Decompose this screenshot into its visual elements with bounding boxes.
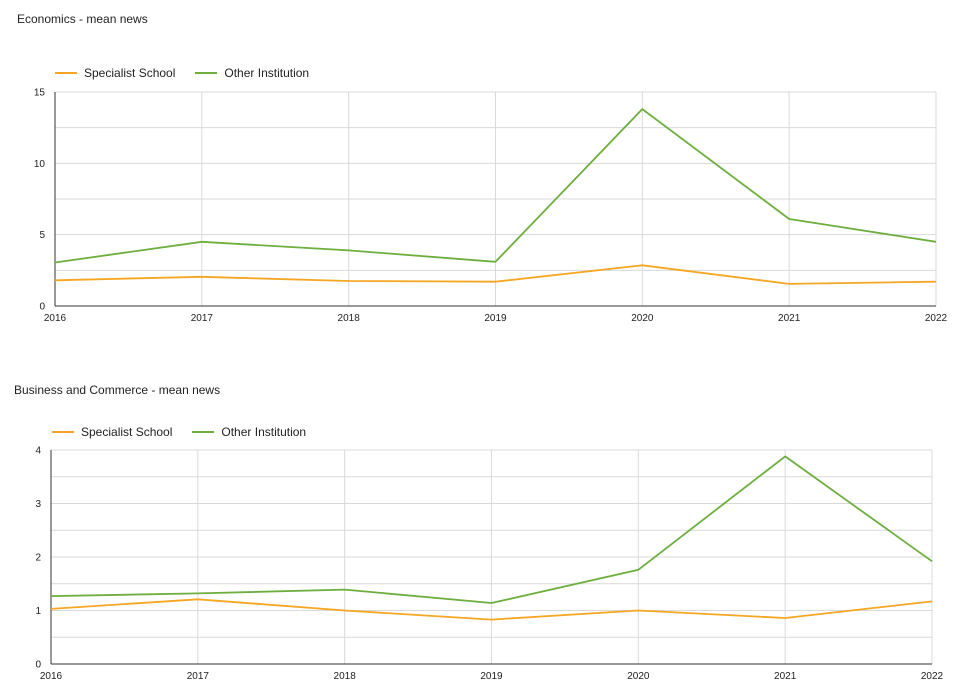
- y-tick-label: 10: [34, 159, 46, 170]
- series-line-other-institution: [50, 455, 933, 604]
- x-tick-label: 2022: [921, 671, 944, 682]
- x-tick-label: 2022: [925, 313, 948, 324]
- legend-label: Other Institution: [224, 66, 310, 80]
- economics-chart: Economics - mean news Specialist School …: [0, 0, 961, 345]
- y-tick-label: 1: [35, 606, 41, 617]
- y-tick-label: 2: [35, 553, 41, 564]
- x-tick-label: 2020: [627, 671, 650, 682]
- economics-plot-area: 0 5 10 15 2016 2017 2018 2019 2020 2021 2022: [34, 88, 948, 325]
- legend-swatch-specialist: [52, 431, 74, 433]
- legend-swatch-specialist: [55, 72, 77, 74]
- chart-title: Economics - mean news: [17, 12, 148, 26]
- x-tick-label: 2021: [774, 671, 797, 682]
- legend-item-specialist-school[interactable]: Specialist School: [52, 425, 172, 439]
- y-tick-label: 3: [35, 499, 41, 510]
- x-tick-label: 2019: [484, 313, 507, 324]
- x-tick-label: 2020: [631, 313, 654, 324]
- x-tick-label: 2017: [191, 313, 214, 324]
- series-line-specialist-school: [54, 264, 937, 285]
- x-tick-label: 2018: [334, 671, 357, 682]
- x-tick-label: 2018: [338, 313, 361, 324]
- x-tick-label: 2016: [40, 671, 63, 682]
- y-tick-label: 0: [39, 302, 45, 313]
- x-tick-label: 2016: [44, 313, 67, 324]
- x-tick-label: 2017: [187, 671, 210, 682]
- business-commerce-chart: Business and Commerce - mean news Specia…: [0, 370, 961, 699]
- y-tick-label: 0: [35, 660, 41, 671]
- series-line-other-institution: [54, 108, 937, 264]
- legend-item-other-institution[interactable]: Other Institution: [192, 425, 306, 439]
- legend-label: Specialist School: [81, 425, 173, 439]
- legend-label: Other Institution: [221, 425, 307, 439]
- legend-swatch-other: [192, 431, 215, 433]
- business-commerce-plot-area: 0 1 2 3 4 2016 2017 2018 2019 2020 2021 2022: [35, 446, 944, 683]
- legend-label: Specialist School: [84, 66, 176, 80]
- x-tick-label: 2021: [778, 313, 801, 324]
- series-line-specialist-school: [50, 598, 933, 621]
- legend-item-other-institution[interactable]: Other Institution: [195, 66, 309, 80]
- legend: Specialist School Other Institution: [52, 425, 326, 439]
- y-tick-label: 15: [34, 88, 46, 99]
- y-tick-label: 5: [39, 230, 45, 241]
- legend-item-specialist-school[interactable]: Specialist School: [55, 66, 175, 80]
- legend-swatch-other: [195, 72, 218, 74]
- chart-title: Business and Commerce - mean news: [14, 383, 221, 397]
- x-tick-label: 2019: [480, 671, 503, 682]
- legend: Specialist School Other Institution: [55, 66, 329, 80]
- y-tick-label: 4: [35, 446, 41, 457]
